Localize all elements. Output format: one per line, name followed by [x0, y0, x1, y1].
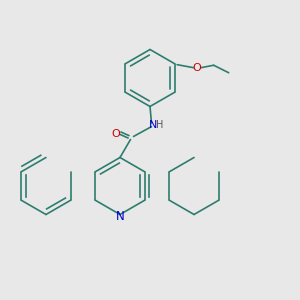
Text: O: O: [112, 128, 121, 139]
Text: H: H: [156, 120, 164, 130]
Text: O: O: [193, 63, 202, 73]
Text: N: N: [149, 119, 157, 130]
Text: N: N: [116, 209, 124, 223]
